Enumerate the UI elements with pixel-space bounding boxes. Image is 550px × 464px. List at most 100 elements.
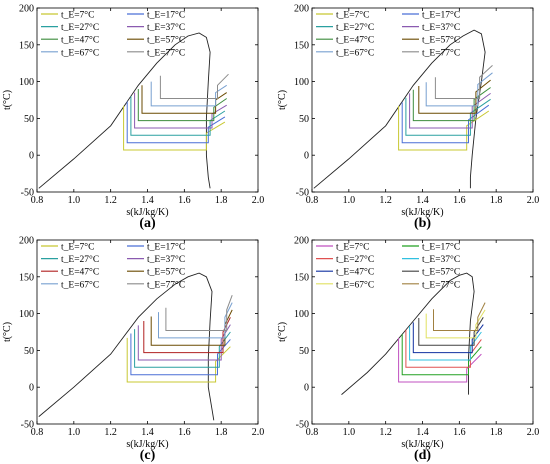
series-line-7 (159, 73, 229, 99)
series-line-2 (405, 97, 491, 136)
x-tick-label: 1.8 (215, 427, 228, 438)
y-tick-label: -50 (21, 188, 34, 199)
y-tick-label: 100 (19, 309, 34, 320)
series-line-4 (143, 317, 231, 354)
x-tick-label: 1.4 (416, 427, 429, 438)
chart-panel-c: 0.8 1.0 1.2 1.4 1.6 1.8 2.0 -50 0 50 100 150 200 s(kJ… (2, 236, 265, 464)
x-tick-label: 0.8 (306, 195, 319, 206)
y-tick-label: 50 (24, 114, 34, 125)
panel-label: (c) (140, 448, 156, 463)
legend-label: t_E=7°C (61, 10, 94, 21)
legend-label: t_E=27°C (336, 254, 374, 265)
x-tick-label: 2.0 (252, 195, 265, 206)
legend-label: t_E=47°C (61, 267, 99, 278)
series-line-5 (141, 85, 227, 114)
series-line-6 (158, 302, 233, 339)
legend-label: t_E=77°C (422, 47, 460, 58)
series-line-7 (434, 65, 493, 99)
legend-label: t_E=57°C (422, 267, 460, 278)
y-axis-label: t(°C) (277, 322, 288, 342)
legend-label: t_E=17°C (147, 10, 185, 21)
x-tick-label: 2.0 (527, 195, 540, 206)
legend-label: t_E=37°C (147, 22, 185, 33)
x-tick-label: 1.4 (141, 427, 154, 438)
legend-label: t_E=27°C (61, 254, 99, 265)
x-tick-label: 1.6 (178, 427, 191, 438)
legend-label: t_E=7°C (336, 10, 369, 21)
y-tick-label: 50 (299, 346, 309, 357)
y-tick-label: 150 (19, 40, 34, 51)
panel-label: (d) (414, 448, 431, 463)
series-line-1 (130, 333, 231, 376)
legend-label: t_E=77°C (147, 47, 185, 58)
y-tick-label: 0 (304, 151, 309, 162)
legend-label: t_E=57°C (422, 35, 460, 46)
legend-label: t_E=47°C (336, 267, 374, 278)
x-tick-label: 1.0 (68, 427, 81, 438)
x-tick-label: 1.8 (490, 195, 503, 206)
x-tick-label: 0.8 (31, 195, 44, 206)
x-tick-label: 1.6 (453, 195, 466, 206)
panel-label: (b) (414, 216, 431, 231)
legend-label: t_E=67°C (61, 47, 99, 58)
chart-panel-d: 0.8 1.0 1.2 1.4 1.6 1.8 2.0 -50 0 50 100 150 200 s(kJ… (277, 236, 540, 464)
series-line-2 (130, 96, 226, 136)
y-axis-label: t(°C) (2, 90, 13, 110)
y-tick-label: 200 (294, 236, 309, 247)
x-tick-label: 1.4 (141, 195, 154, 206)
y-tick-label: 100 (294, 77, 309, 88)
x-tick-label: 1.2 (104, 427, 117, 438)
x-axis-label: s(kJ/kg/K) (401, 207, 443, 218)
saturation-curve (341, 272, 475, 395)
x-tick-label: 1.0 (68, 195, 81, 206)
x-axis-label: s(kJ/kg/K) (401, 439, 443, 450)
series-line-5 (418, 317, 484, 346)
legend-label: t_E=47°C (61, 35, 99, 46)
y-tick-label: -50 (296, 188, 309, 199)
series-line-7 (165, 295, 233, 331)
x-tick-label: 1.8 (215, 195, 228, 206)
series-line-4 (137, 89, 227, 122)
series-line-3 (134, 92, 227, 129)
x-tick-label: 0.8 (306, 427, 319, 438)
legend-label: t_E=37°C (422, 254, 460, 265)
y-tick-label: 0 (304, 383, 309, 394)
legend-label: t_E=37°C (147, 254, 185, 265)
y-tick-label: 200 (19, 236, 34, 247)
legend-label: t_E=57°C (147, 267, 185, 278)
y-tick-label: 150 (294, 40, 309, 51)
series-line-5 (150, 309, 233, 346)
x-tick-label: 1.0 (343, 427, 356, 438)
series-line-3 (137, 324, 231, 361)
panel-label: (a) (139, 216, 156, 231)
y-axis-label: t(°C) (2, 322, 13, 342)
series-line-2 (405, 329, 482, 368)
saturation-curve (313, 29, 486, 189)
series-line-0 (126, 337, 231, 383)
legend-label: t_E=67°C (336, 279, 374, 290)
series-line-1 (401, 102, 490, 144)
x-tick-label: 1.6 (178, 195, 191, 206)
y-tick-label: 50 (299, 114, 309, 125)
series-line-6 (425, 309, 486, 339)
y-tick-label: 150 (19, 272, 34, 283)
legend-label: t_E=47°C (336, 35, 374, 46)
y-tick-label: 150 (294, 272, 309, 283)
series-line-3 (409, 92, 491, 129)
x-tick-label: 1.4 (416, 195, 429, 206)
chart-panel-b: 0.8 1.0 1.2 1.4 1.6 1.8 2.0 -50 0 50 100 150 200 s(kJ… (277, 4, 540, 232)
x-axis-label: s(kJ/kg/K) (126, 439, 168, 450)
legend-label: t_E=67°C (336, 47, 374, 58)
legend-label: t_E=27°C (61, 22, 99, 33)
x-tick-label: 0.8 (31, 427, 44, 438)
series-line-6 (425, 72, 493, 107)
legend-label: t_E=77°C (147, 279, 185, 290)
x-tick-label: 2.0 (252, 427, 265, 438)
y-tick-label: 0 (29, 151, 34, 162)
x-tick-label: 2.0 (527, 427, 540, 438)
y-tick-label: 0 (29, 383, 34, 394)
legend-label: t_E=27°C (336, 22, 374, 33)
y-tick-label: -50 (21, 420, 34, 431)
y-tick-label: 200 (19, 4, 34, 15)
legend-label: t_E=67°C (61, 279, 99, 290)
